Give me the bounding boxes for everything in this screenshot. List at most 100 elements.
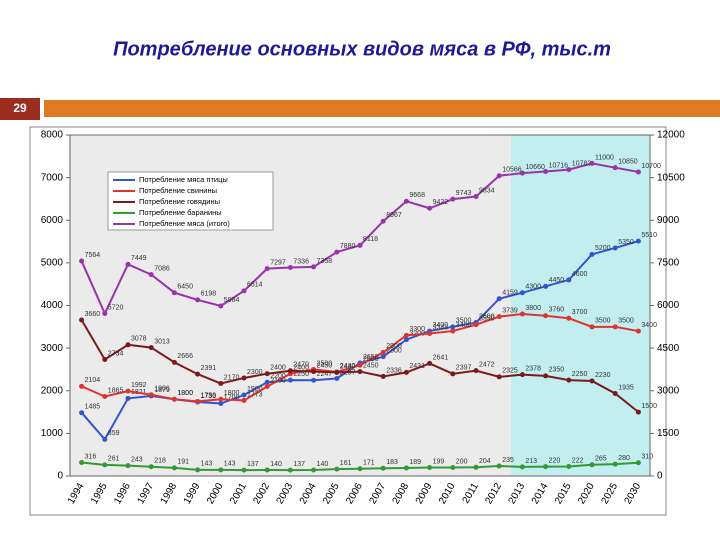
marker [241, 467, 247, 473]
data-label: 7297 [270, 259, 286, 266]
y2-tick-label: 6000 [657, 300, 680, 311]
marker [496, 374, 502, 380]
data-label: 191 [177, 459, 189, 466]
slide-number-box [0, 98, 40, 120]
marker [102, 356, 108, 362]
data-label: 8118 [363, 236, 378, 243]
marker [450, 328, 456, 334]
data-label: 261 [108, 456, 120, 463]
marker [566, 464, 572, 470]
marker [357, 362, 363, 368]
data-label: 2350 [549, 367, 565, 374]
data-label: 6450 [177, 284, 193, 291]
marker [635, 460, 641, 466]
data-label: 189 [409, 459, 421, 466]
data-label: 3013 [154, 338, 170, 345]
data-label: 5350 [618, 239, 634, 246]
data-label: 10850 [618, 159, 638, 166]
legend-label: Потребление баранины [139, 208, 222, 217]
data-label: 3300 [409, 326, 425, 333]
data-label: 3400 [433, 322, 449, 329]
data-label: 1773 [247, 391, 263, 398]
data-label: 204 [479, 458, 491, 465]
data-label: 3343 [433, 324, 449, 331]
data-label: 2378 [525, 365, 541, 372]
marker [519, 290, 525, 296]
marker [311, 264, 317, 270]
marker [403, 369, 409, 375]
marker [287, 467, 293, 473]
data-label: 143 [201, 461, 213, 468]
data-label: 3500 [456, 318, 472, 325]
y2-tick-label: 3000 [657, 385, 680, 396]
legend-label: Потребление свинины [139, 186, 217, 195]
data-label: 2650 [363, 354, 379, 361]
marker [635, 238, 641, 244]
data-label: 140 [317, 461, 329, 468]
data-label: 7336 [293, 258, 309, 265]
marker [264, 371, 270, 377]
data-label: 2200 [270, 373, 286, 380]
legend-box [107, 171, 274, 231]
marker [195, 398, 201, 404]
data-label: 265 [595, 456, 607, 463]
data-label: 171 [363, 460, 375, 467]
y2-tick-label: 9000 [657, 215, 680, 226]
data-label: 6198 [201, 291, 217, 298]
data-label: 2325 [502, 368, 518, 375]
data-label: 7880 [340, 243, 356, 250]
legend: Потребление мяса птицы Потребление свинин… [107, 171, 274, 231]
legend-label: Потребление говядины [139, 197, 220, 206]
marker [125, 463, 131, 469]
marker [148, 464, 154, 470]
marker [380, 218, 386, 224]
y2-tick-label: 4500 [657, 343, 680, 354]
marker [171, 359, 177, 365]
data-label: 9743 [456, 190, 472, 197]
data-label: 7358 [317, 258, 333, 265]
marker [334, 376, 340, 382]
data-label: 2391 [201, 365, 217, 372]
data-label: 199 [433, 458, 445, 465]
y-tick-label: 6000 [41, 215, 64, 226]
data-label: 10716 [549, 162, 569, 169]
data-label: 3400 [456, 322, 472, 329]
data-label: 2397 [456, 365, 472, 372]
data-label: 2104 [85, 377, 101, 384]
data-label: 3660 [85, 311, 101, 318]
marker [125, 388, 131, 394]
y-tick-label: 2000 [41, 385, 64, 396]
marker [427, 465, 433, 471]
data-label: 3739 [502, 307, 518, 314]
marker [171, 290, 177, 296]
data-label: 3800 [525, 305, 541, 312]
data-label: 4450 [549, 277, 565, 284]
data-label: 4600 [572, 271, 588, 278]
data-label: 1800 [177, 390, 193, 397]
marker [403, 198, 409, 204]
marker [380, 373, 386, 379]
marker [264, 467, 270, 473]
marker [287, 368, 293, 374]
data-label: 2250 [572, 371, 588, 378]
marker [102, 462, 108, 468]
slide-number: 29 [13, 101, 27, 115]
data-label: 1750 [201, 392, 217, 399]
marker [450, 196, 456, 202]
marker [241, 375, 247, 381]
marker [102, 310, 108, 316]
data-label: 3500 [618, 318, 634, 325]
data-label: 6514 [247, 282, 263, 289]
data-label: 1900 [247, 386, 263, 393]
marker [403, 465, 409, 471]
marker [519, 170, 525, 176]
marker [519, 311, 525, 317]
data-label: 3600 [479, 313, 495, 320]
marker [543, 373, 549, 379]
data-label: 2641 [433, 354, 449, 361]
data-label: 220 [549, 457, 561, 464]
data-label: 7564 [85, 252, 101, 259]
legend-label: Потребление мяса (итого) [139, 219, 230, 228]
y-tick-label: 0 [57, 471, 63, 482]
data-label: 8967 [386, 212, 402, 219]
